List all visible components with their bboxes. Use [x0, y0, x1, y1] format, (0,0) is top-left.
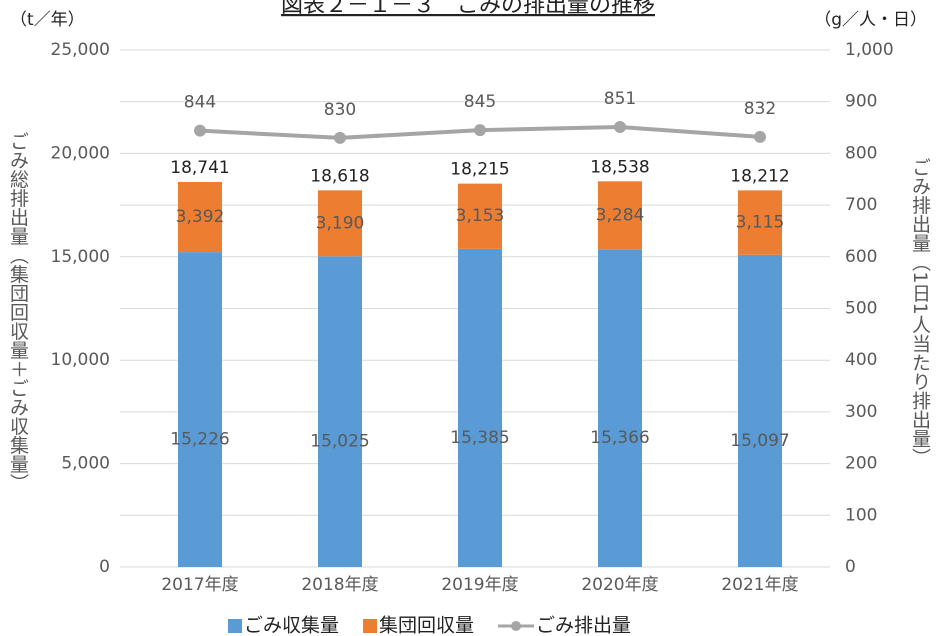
line-value-label: 851 [604, 89, 636, 109]
y2-axis-title: ごみ排出量（1日1人当たり排出量） [909, 157, 931, 466]
value-label: 3,190 [316, 213, 365, 233]
y-unit: （t／年） [10, 10, 85, 30]
total-label: 18,618 [310, 166, 369, 186]
line-point [194, 124, 206, 137]
line-value-label: 844 [184, 93, 216, 113]
y-tick-label: 10,000 [51, 350, 110, 370]
line-value-label: 845 [464, 92, 496, 112]
value-label: 15,366 [590, 428, 649, 448]
line-point [474, 124, 486, 137]
y2-tick-label: 1,000 [845, 40, 894, 60]
bar-segment [458, 248, 502, 567]
y-tick-label: 5,000 [61, 454, 110, 474]
value-label: 15,385 [450, 428, 509, 448]
total-label: 18,212 [730, 166, 789, 186]
y-tick-label: 20,000 [51, 143, 110, 163]
y2-tick-label: 700 [845, 195, 877, 215]
y-axis-title: ごみ総排出量（集団回収量＋ごみ収集量） [7, 131, 29, 492]
total-label: 18,741 [170, 158, 229, 178]
x-tick-label: 2018年度 [301, 575, 378, 595]
legend-label: ごみ収集量 [244, 615, 339, 636]
y-tick-label: 15,000 [51, 247, 110, 267]
bar-segment [318, 256, 362, 567]
value-label: 15,097 [730, 431, 789, 451]
line-value-label: 830 [324, 100, 356, 120]
legend-label: 集団回収量 [379, 615, 474, 636]
x-tick-label: 2017年度 [161, 575, 238, 595]
value-label: 3,153 [456, 206, 505, 226]
value-label: 3,115 [736, 213, 785, 233]
legend-swatch [228, 619, 242, 633]
y2-tick-label: 0 [845, 557, 856, 577]
line-point [754, 130, 766, 143]
line-point [614, 121, 626, 134]
bar-segment [598, 249, 642, 567]
bar-segment [458, 183, 502, 249]
legend-marker [511, 621, 522, 631]
total-label: 18,538 [590, 157, 649, 177]
y-tick-label: 25,000 [51, 40, 110, 60]
value-label: 3,392 [176, 207, 225, 227]
y2-tick-label: 200 [845, 454, 877, 474]
bar-segment [178, 252, 222, 567]
value-label: 3,284 [596, 205, 645, 225]
value-label: 15,226 [170, 430, 229, 450]
y2-tick-label: 600 [845, 247, 877, 267]
y2-tick-label: 900 [845, 92, 877, 112]
bar-segment [318, 190, 362, 257]
bar-segment [598, 181, 642, 250]
line-point [334, 131, 346, 144]
y-tick-label: 0 [99, 557, 110, 577]
chart-title: 図表２－１－３ ごみの排出量の推移 [281, 0, 655, 18]
total-label: 18,215 [450, 160, 509, 180]
y2-tick-label: 800 [845, 143, 877, 163]
legend-label: ごみ排出量 [536, 615, 631, 636]
bar-segment [738, 190, 782, 255]
bar-segment [738, 254, 782, 567]
value-label: 15,025 [310, 432, 369, 452]
y2-tick-label: 500 [845, 299, 877, 319]
x-tick-label: 2020年度 [581, 575, 658, 595]
x-tick-label: 2019年度 [441, 575, 518, 595]
bar-segment [178, 181, 222, 253]
y2-unit: （g／人・日） [814, 10, 927, 30]
y2-tick-label: 300 [845, 402, 877, 422]
legend-swatch [363, 619, 378, 633]
line-value-label: 832 [744, 99, 776, 119]
y2-tick-label: 400 [845, 350, 877, 370]
x-tick-label: 2021年度 [721, 575, 798, 595]
y2-tick-label: 100 [845, 505, 877, 525]
